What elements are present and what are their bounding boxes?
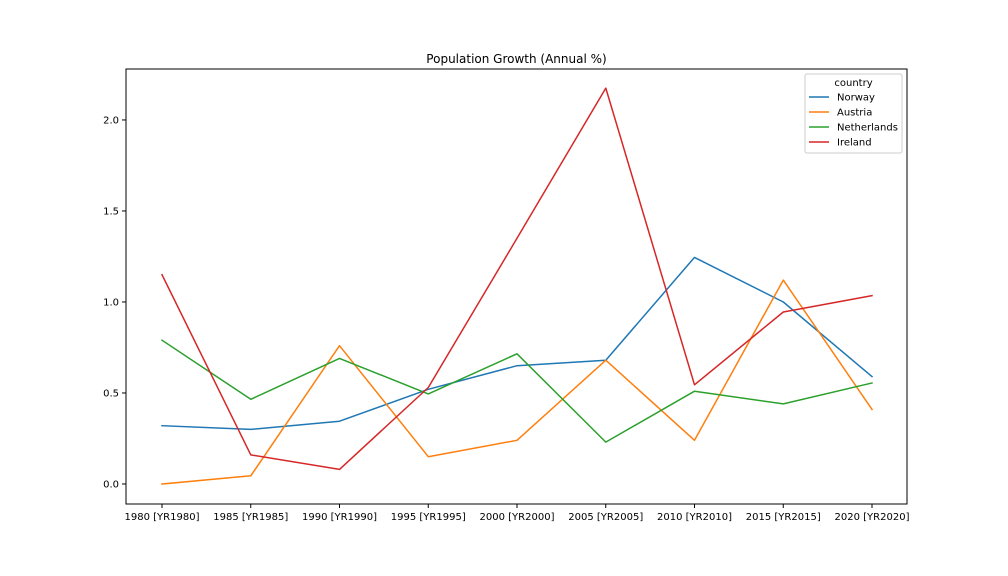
x-tick-label-5: 2005 [YR2005] — [568, 512, 643, 523]
legend-label-austria: Austria — [837, 108, 872, 119]
legend-title: country — [834, 78, 872, 89]
legend-box — [804, 73, 903, 154]
y-tick-label-4: 2.0 — [103, 115, 119, 126]
series-line-ireland — [160, 87, 873, 471]
x-tick-label-3: 1995 [YR1995] — [391, 512, 466, 523]
series-layer — [160, 87, 874, 485]
y-tick-label-1: 0.5 — [103, 388, 119, 399]
y-tick-label-0: 0.0 — [103, 479, 119, 490]
legend: country Norway Austria Netherlands Ireland — [804, 73, 903, 154]
x-tick-label-8: 2020 [YR2020] — [835, 512, 910, 523]
x-tick-label-4: 2000 [YR2000] — [480, 512, 555, 523]
x-tick-label-0: 1980 [YR1980] — [125, 512, 200, 523]
series-line-netherlands — [160, 339, 873, 443]
x-tick-label-1: 1985 [YR1985] — [213, 512, 288, 523]
legend-label-norway: Norway — [837, 93, 875, 104]
legend-label-netherlands: Netherlands — [837, 123, 898, 134]
y-axis: 0.0 0.5 1.0 1.5 2.0 — [103, 115, 126, 490]
x-tick-label-2: 1990 [YR1990] — [302, 512, 377, 523]
series-line-norway — [161, 256, 874, 431]
y-tick-label-2: 1.0 — [103, 297, 119, 308]
legend-items: Norway Austria Netherlands Ireland — [809, 93, 898, 149]
x-tick-label-6: 2010 [YR2010] — [657, 512, 732, 523]
series-line-austria — [161, 279, 874, 485]
x-axis: 1980 [YR1980] 1985 [YR1985] 1990 [YR1990] 1… — [125, 504, 910, 523]
legend-label-ireland: Ireland — [837, 138, 872, 149]
y-tick-label-3: 1.5 — [103, 206, 119, 217]
chart-title: Population Growth (Annual %) — [426, 52, 606, 66]
x-tick-label-7: 2015 [YR2015] — [746, 512, 821, 523]
